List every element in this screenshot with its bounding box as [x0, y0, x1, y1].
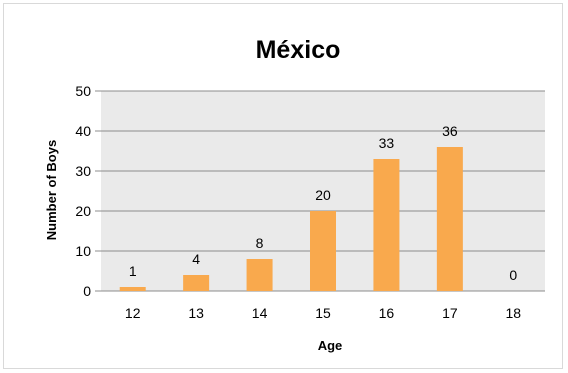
x-tick-label: 12 [125, 305, 141, 321]
x-tick-label: 14 [252, 305, 268, 321]
bar-14 [246, 259, 273, 291]
x-axis-ticks: 12 13 14 15 16 17 18 [125, 305, 521, 321]
bar-17 [436, 147, 463, 291]
y-tick-label: 40 [75, 123, 91, 139]
x-tick-label: 16 [379, 305, 395, 321]
x-tick-label: 17 [442, 305, 458, 321]
y-tick-label: 20 [75, 203, 91, 219]
chart-title: México [256, 36, 341, 64]
bar-16 [373, 159, 400, 291]
y-axis-title: Number of Boys [44, 140, 59, 240]
bar-12 [119, 287, 146, 291]
y-tick-label: 10 [75, 243, 91, 259]
bar-13 [183, 275, 210, 291]
data-label-16: 33 [379, 135, 395, 151]
bars [119, 147, 463, 291]
x-axis-title: Age [318, 338, 343, 353]
y-axis-ticks: 0 10 20 30 40 50 [75, 83, 91, 299]
data-label-14: 8 [256, 235, 264, 251]
y-tick-label: 50 [75, 83, 91, 99]
x-tick-label: 15 [315, 305, 331, 321]
data-label-13: 4 [192, 251, 200, 267]
x-tick-label: 18 [505, 305, 521, 321]
data-label-17: 36 [442, 123, 458, 139]
data-labels: 1 4 8 20 33 36 0 [129, 123, 518, 283]
x-tick-label: 13 [188, 305, 204, 321]
data-label-18: 0 [509, 267, 517, 283]
y-tick-label: 0 [83, 283, 91, 299]
y-tick-label: 30 [75, 163, 91, 179]
bar-15 [310, 211, 336, 291]
data-label-12: 1 [129, 263, 137, 279]
data-label-15: 20 [315, 187, 331, 203]
